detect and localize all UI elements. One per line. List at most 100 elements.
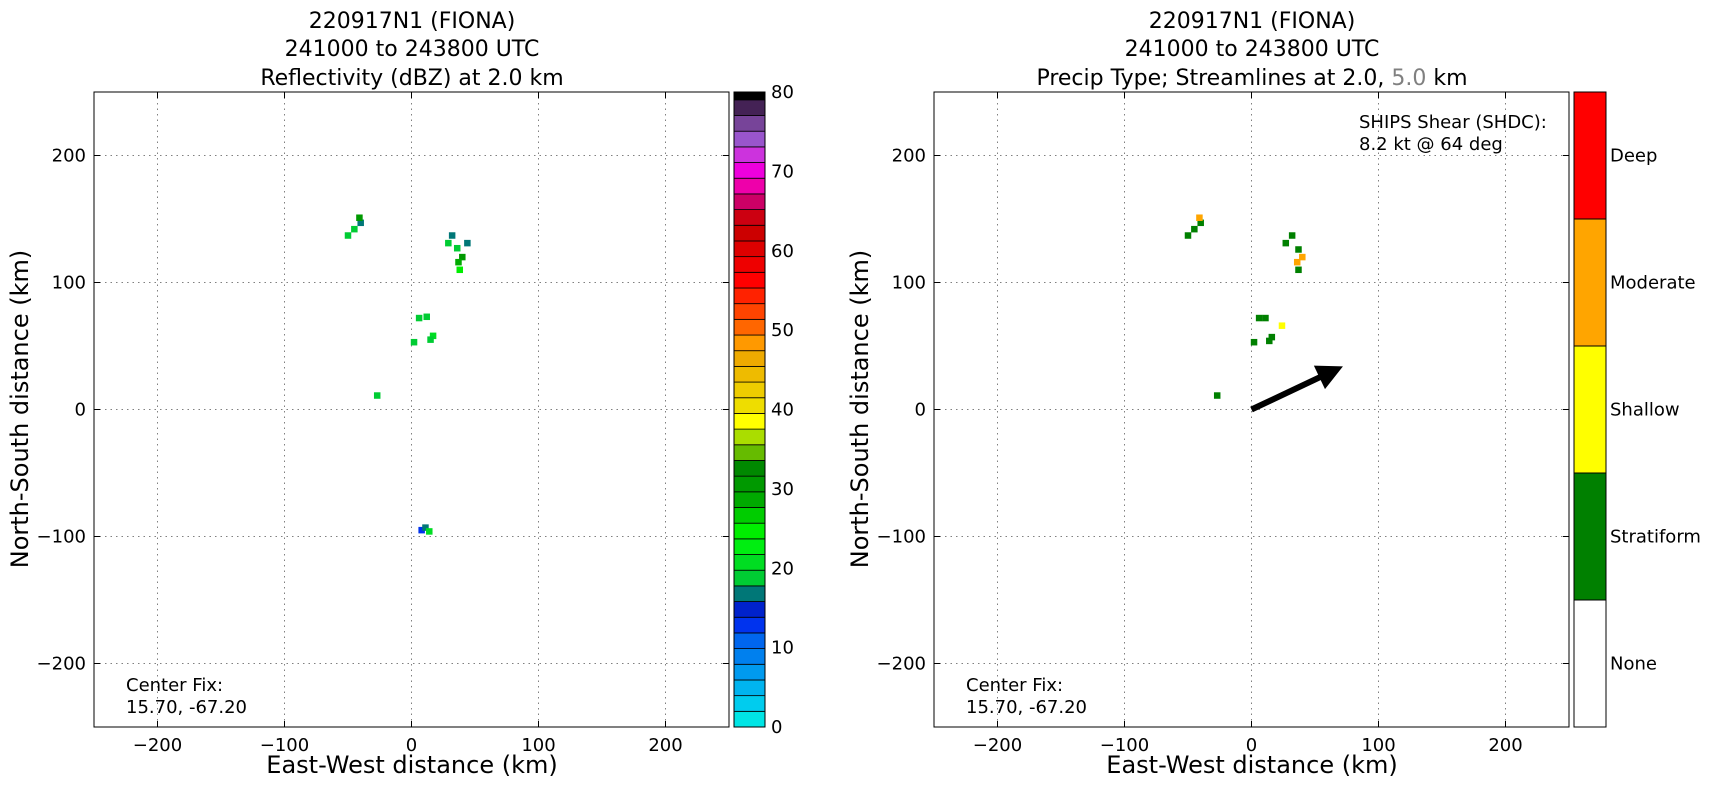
reflectivity-colorbar-segment	[733, 209, 766, 226]
reflectivity-colorbar-segment	[733, 224, 766, 242]
reflectivity-colorbar-segment	[733, 460, 766, 477]
left-x-tick-label: −200	[133, 735, 182, 756]
precip-type-echo	[1295, 266, 1302, 274]
reflectivity-colorbar-segment	[733, 507, 766, 524]
reflectivity-colorbar-tick-label: 30	[771, 479, 794, 500]
left-title-line-1: 220917N1 (FIONA)	[309, 9, 516, 34]
right-y-tick-label: −200	[877, 654, 926, 675]
right-title-line-3: Precip Type; Streamlines at 2.0, 5.0 km	[1036, 66, 1467, 91]
reflectivity-colorbar-tick-label: 40	[771, 400, 794, 421]
reflectivity-echo	[429, 332, 437, 340]
shear-title: SHIPS Shear (SHDC):	[1359, 112, 1547, 133]
reflectivity-colorbar-segment	[733, 130, 766, 148]
reflectivity-echo	[459, 253, 466, 261]
left-y-tick-label: −100	[37, 527, 86, 548]
precip-type-colorbar-segment	[1573, 91, 1607, 220]
left-x-tick-label: 100	[521, 735, 555, 756]
reflectivity-colorbar-segment	[733, 318, 766, 336]
precip-type-colorbar-segment	[1573, 218, 1607, 347]
right-title-line-2: 241000 to 243800 UTC	[1125, 37, 1380, 62]
reflectivity-colorbar-segment	[733, 491, 766, 508]
reflectivity-echo	[422, 524, 429, 531]
precip-type-echo	[1266, 337, 1273, 345]
reflectivity-colorbar-segment	[733, 162, 766, 179]
right-y-ticks: 200 100 0 −100 −200	[877, 146, 1569, 675]
right-x-tick-label: 200	[1488, 735, 1522, 756]
precip-type-echo	[1196, 214, 1203, 221]
reflectivity-colorbar-segment	[733, 648, 766, 665]
reflectivity-colorbar-segment	[733, 240, 766, 258]
right-y-tick-label: 0	[915, 400, 926, 421]
right-title-line-1: 220917N1 (FIONA)	[1149, 9, 1356, 34]
reflectivity-echo	[418, 526, 425, 534]
precip-type-echo	[1278, 322, 1286, 329]
precip-type-echo	[1295, 246, 1302, 253]
right-x-tick-label: 100	[1361, 735, 1395, 756]
reflectivity-echo	[351, 225, 358, 233]
left-y-tick-label: 0	[75, 400, 86, 421]
reflectivity-echo	[448, 232, 456, 239]
left-grid	[94, 92, 729, 727]
right-x-tick-label: −100	[1100, 735, 1149, 756]
reflectivity-colorbar-segment	[733, 475, 766, 493]
precip-type-colorbar-labels: None Stratiform Shallow Moderate Deep	[1610, 146, 1701, 675]
reflectivity-echo	[426, 528, 433, 535]
shear-vector-shaft	[1250, 373, 1323, 413]
left-y-ticks: 200 100 0 −100 −200	[37, 146, 729, 675]
reflectivity-colorbar-segment	[733, 569, 766, 587]
right-y-tick-label: 100	[892, 273, 926, 294]
reflectivity-colorbar-segment	[733, 350, 766, 367]
reflectivity-colorbar-segment	[733, 397, 766, 414]
reflectivity-colorbar-segment	[733, 585, 766, 602]
left-x-tick-label: 0	[406, 735, 417, 756]
reflectivity-colorbar-segment	[733, 679, 766, 697]
precip-type-panel: 220917N1 (FIONA) 241000 to 243800 UTC Pr…	[846, 9, 1701, 779]
reflectivity-colorbar-segment	[733, 287, 766, 305]
reflectivity-colorbar-segment	[733, 256, 766, 273]
reflectivity-echo	[356, 214, 363, 221]
left-title-line-3: Reflectivity (dBZ) at 2.0 km	[260, 66, 563, 91]
reflectivity-colorbar-segment	[733, 413, 766, 430]
reflectivity-colorbar-segment	[733, 193, 766, 210]
right-x-tick-label: 0	[1246, 735, 1257, 756]
reflectivity-echo	[456, 266, 464, 274]
reflectivity-colorbar-segment	[733, 115, 766, 132]
reflectivity-colorbar-segment	[733, 616, 766, 634]
right-colorbar-frame	[1573, 91, 1607, 728]
precip-type-echo	[1282, 239, 1290, 247]
left-center-fix-label: Center Fix:	[126, 675, 223, 696]
precip-type-colorbar	[1573, 91, 1607, 728]
reflectivity-colorbar-segment	[733, 522, 766, 540]
reflectivity-colorbar-segment	[733, 554, 766, 571]
left-x-ticks: −200 −100 0 100 200	[133, 92, 683, 756]
reflectivity-panel: 220917N1 (FIONA) 241000 to 243800 UTC Re…	[6, 9, 794, 779]
reflectivity-colorbar-segment	[733, 695, 766, 712]
reflectivity-echo	[445, 239, 452, 247]
right-y-tick-label: −100	[877, 527, 926, 548]
precip-type-echo	[1299, 253, 1306, 261]
precip-type-echo	[1262, 314, 1269, 322]
reflectivity-echo	[455, 258, 462, 266]
right-title-line-3-part-3: km	[1426, 66, 1467, 91]
reflectivity-colorbar-segment	[733, 710, 766, 728]
left-x-axis-label: East-West distance (km)	[266, 751, 557, 779]
precip-type-colorbar-segment	[1573, 345, 1607, 474]
reflectivity-echo	[415, 314, 423, 322]
reflectivity-echo	[410, 338, 418, 346]
reflectivity-colorbar-tick-label: 10	[771, 638, 794, 659]
left-y-tick-label: −200	[37, 654, 86, 675]
precip-type-colorbar-label: Moderate	[1610, 273, 1696, 294]
precip-type-echo	[1197, 219, 1204, 227]
reflectivity-echo	[453, 244, 461, 252]
reflectivity-colorbar-tick-label: 0	[771, 717, 782, 738]
right-x-tick-label: −200	[973, 735, 1022, 756]
precip-type-echo	[1288, 232, 1296, 239]
reflectivity-colorbar-tick-label: 60	[771, 241, 794, 262]
reflectivity-colorbar-segment	[733, 444, 766, 461]
reflectivity-echo	[427, 336, 434, 343]
precip-type-echo	[1191, 225, 1198, 233]
reflectivity-colorbar-segment	[733, 632, 766, 650]
reflectivity-echo	[344, 232, 352, 239]
reflectivity-colorbar-tick-label: 20	[771, 558, 794, 579]
